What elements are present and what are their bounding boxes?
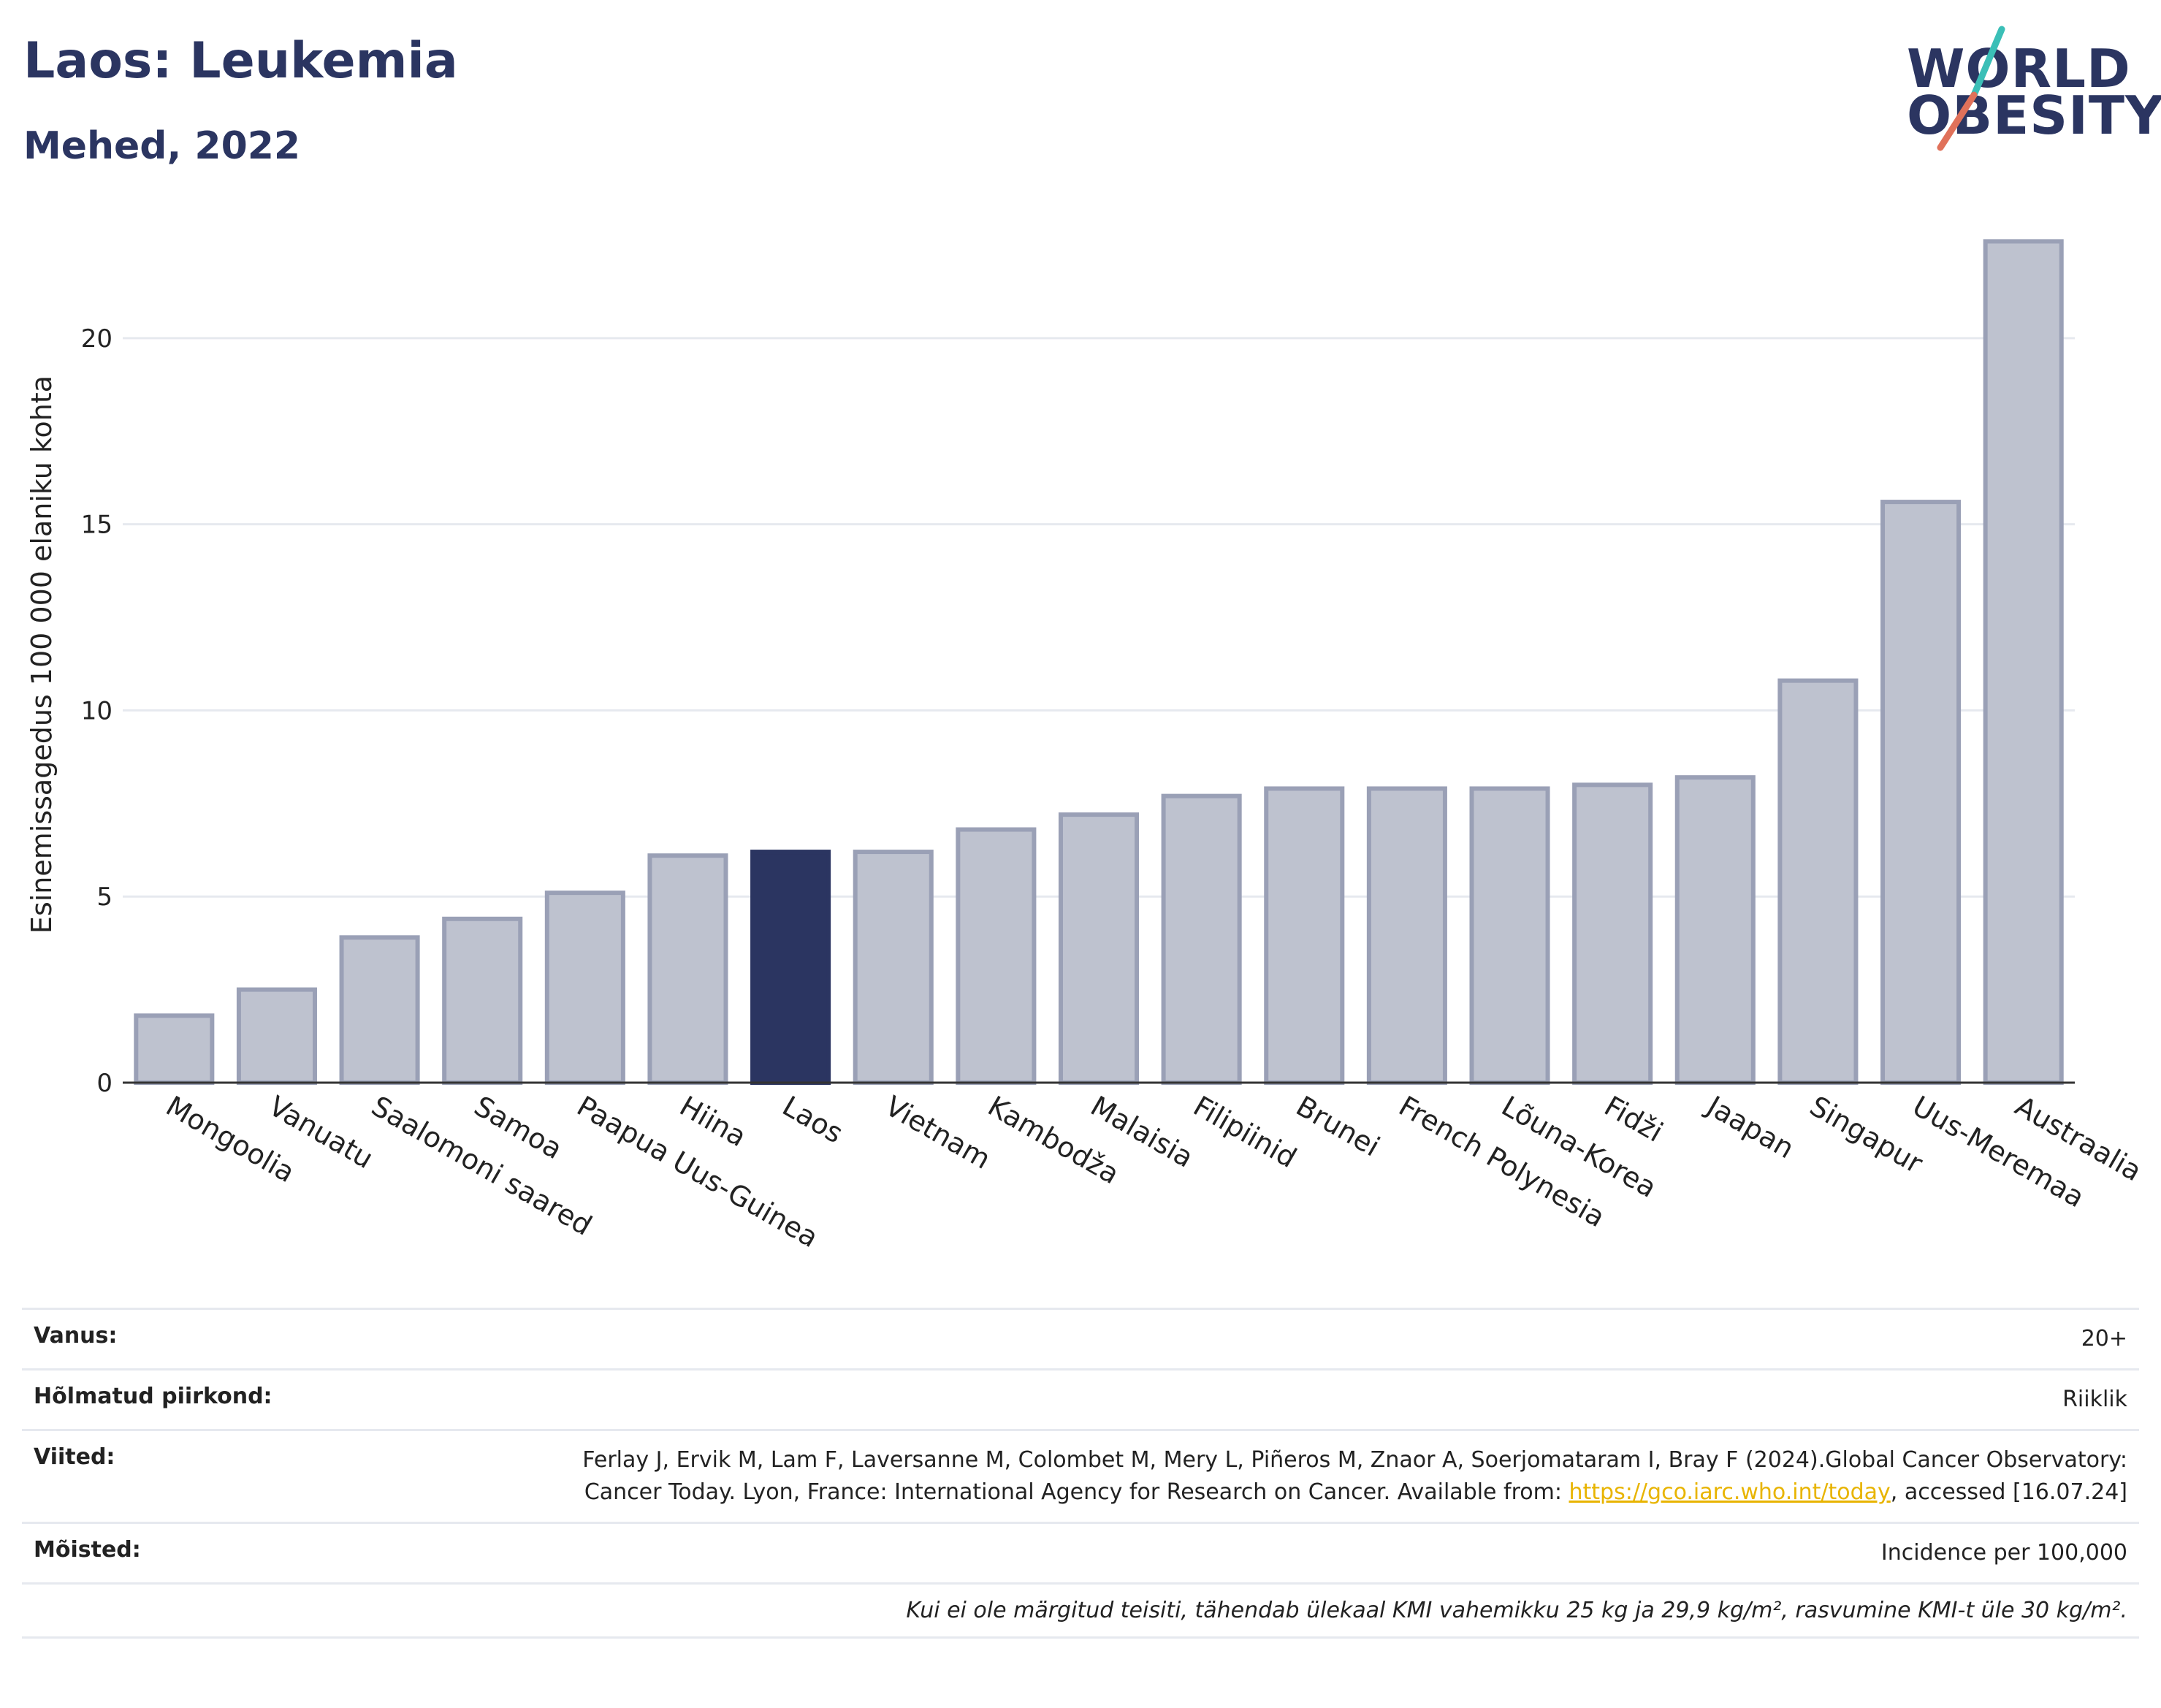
bar-18 xyxy=(1983,239,2064,1086)
meta-row-references: Viited: Ferlay J, Ervik M, Lam F, Lavers… xyxy=(22,1429,2139,1522)
bar-6 xyxy=(750,850,831,1085)
bar-15 xyxy=(1674,775,1756,1085)
region-value: Riiklik xyxy=(2062,1387,2127,1412)
age-value: 20+ xyxy=(2081,1326,2127,1351)
x-tick-label: Singapur xyxy=(1804,1090,1929,1180)
x-tick-label: Hiina xyxy=(674,1090,752,1154)
bar-8 xyxy=(956,827,1037,1085)
bar-0 xyxy=(134,1013,215,1086)
bar-2 xyxy=(339,935,420,1086)
x-tick-label: Uus-Meremaa xyxy=(1907,1090,2090,1214)
bar-7 xyxy=(853,850,934,1085)
chart-subtitle: Mehed, 2022 xyxy=(23,124,301,168)
y-tick-label: 10 xyxy=(81,696,113,725)
bar-16 xyxy=(1777,678,1859,1085)
references-value: Ferlay J, Ervik M, Lam F, Laversanne M, … xyxy=(520,1444,2127,1509)
x-tick-label: Jaapan xyxy=(1701,1089,1800,1165)
y-tick-label: 0 xyxy=(96,1069,113,1098)
bar-1 xyxy=(236,987,317,1085)
region-label: Hõlmatud piirkond: xyxy=(34,1384,272,1409)
meta-row-age: Vanus: 20+ xyxy=(22,1308,2139,1368)
x-tick-label: Fidži xyxy=(1599,1090,1669,1148)
bmi-note: Kui ei ole märgitud teisiti, tähendab ül… xyxy=(906,1598,2127,1623)
bar-14 xyxy=(1572,782,1653,1085)
references-link[interactable]: https://gco.iarc.who.int/today xyxy=(1569,1479,1891,1505)
bar-17 xyxy=(1880,500,1962,1085)
references-text-1: Ferlay J, Ervik M, Lam F, Laversanne M, … xyxy=(582,1447,2127,1505)
y-axis-label: Esinemissagedus 100 000 elaniku kohta xyxy=(26,375,58,934)
y-tick-label: 15 xyxy=(81,511,113,540)
metadata-table: Vanus: 20+ Hõlmatud piirkond: Riiklik Vi… xyxy=(22,1308,2139,1639)
meta-row-note: Kui ei ole märgitud teisiti, tähendab ül… xyxy=(22,1582,2139,1639)
y-tick-label: 5 xyxy=(96,882,113,912)
x-tick-label: Brunei xyxy=(1291,1090,1385,1163)
world-obesity-logo[interactable]: WORLD OBESITY xyxy=(1907,22,2161,161)
bar-5 xyxy=(647,853,728,1085)
x-tick-label: Filipiinid xyxy=(1188,1090,1302,1174)
bar-13 xyxy=(1469,786,1550,1085)
definitions-value: Incidence per 100,000 xyxy=(1880,1540,2127,1566)
logo-word-world: WORLD xyxy=(1907,38,2131,99)
y-tick-label: 20 xyxy=(81,324,113,354)
meta-row-region: Hõlmatud piirkond: Riiklik xyxy=(22,1368,2139,1429)
definitions-label: Mõisted: xyxy=(34,1537,141,1563)
references-label: Viited: xyxy=(34,1444,115,1470)
meta-row-definitions: Mõisted: Incidence per 100,000 xyxy=(22,1522,2139,1582)
bar-10 xyxy=(1161,793,1242,1085)
bar-12 xyxy=(1366,786,1447,1085)
x-tick-label: Laos xyxy=(777,1090,849,1150)
bar-chart: 0 5 10 15 20 Esinemissagedus 100 000 elaniku … xyxy=(26,239,2147,1254)
chart-title: Laos: Leukemia xyxy=(23,32,458,90)
bar-4 xyxy=(544,891,625,1086)
bar-11 xyxy=(1264,786,1345,1085)
age-label: Vanus: xyxy=(34,1323,118,1349)
bar-9 xyxy=(1058,812,1140,1085)
references-text-2: , accessed [16.07.24] xyxy=(1890,1479,2127,1505)
logo-slash-icon xyxy=(1937,26,2005,151)
x-tick-label: Vietnam xyxy=(880,1090,996,1175)
bar-3 xyxy=(442,916,523,1086)
